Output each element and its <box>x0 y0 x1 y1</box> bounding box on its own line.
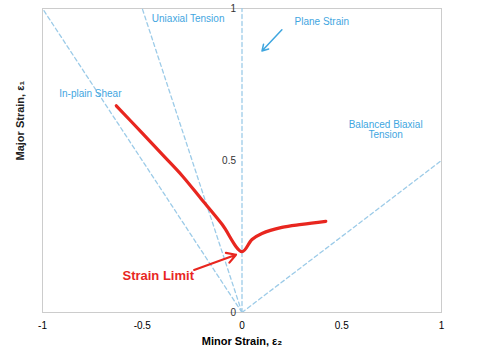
svg-text:In-plain Shear: In-plain Shear <box>59 88 122 99</box>
svg-text:0: 0 <box>239 320 245 331</box>
svg-text:-0.5: -0.5 <box>134 320 152 331</box>
svg-text:Balanced BiaxialTension: Balanced BiaxialTension <box>349 119 423 140</box>
svg-text:Strain Limit: Strain Limit <box>122 268 194 283</box>
svg-text:Major Strain, ε₁: Major Strain, ε₁ <box>14 81 26 161</box>
svg-text:1: 1 <box>230 3 236 14</box>
svg-text:0: 0 <box>230 307 236 318</box>
svg-text:-1: -1 <box>38 320 47 331</box>
svg-text:Uniaxial Tension: Uniaxial Tension <box>152 13 225 24</box>
svg-text:0.5: 0.5 <box>222 155 236 166</box>
svg-text:0.5: 0.5 <box>335 320 349 331</box>
svg-text:1: 1 <box>439 320 445 331</box>
svg-text:Plane Strain: Plane Strain <box>295 16 349 27</box>
svg-text:Minor Strain, ε₂: Minor Strain, ε₂ <box>202 335 283 347</box>
